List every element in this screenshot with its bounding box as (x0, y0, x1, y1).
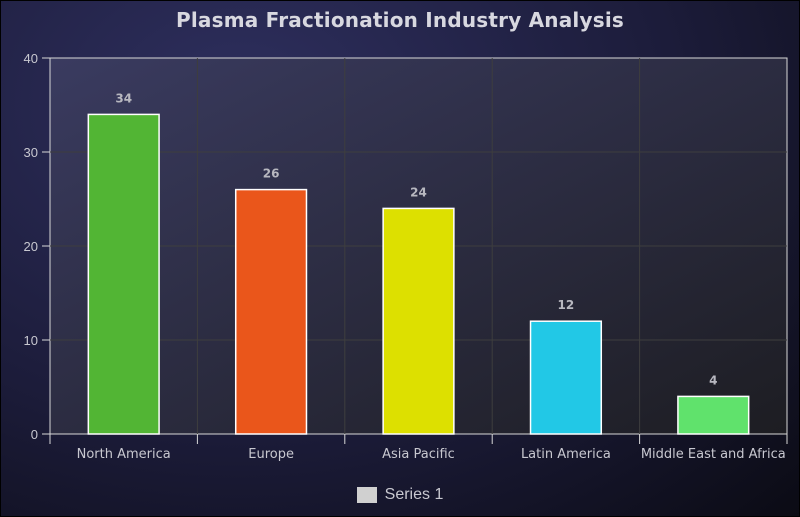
x-tick-label: Middle East and Africa (641, 447, 786, 462)
bar[interactable] (234, 188, 308, 435)
x-tick-label: Europe (248, 447, 294, 462)
bar[interactable] (529, 320, 603, 435)
axes (42, 57, 788, 444)
data-label: 4 (709, 373, 717, 387)
data-label: 26 (263, 167, 280, 181)
bar[interactable] (87, 113, 160, 435)
data-label: 34 (115, 91, 132, 105)
bar[interactable] (677, 395, 750, 435)
chart-title: Plasma Fractionation Industry Analysis (176, 8, 624, 32)
legend: Series 1 (0, 486, 800, 504)
labels: 0 10 20 30 40 34 North America 26 Europe 24 Asia P… (24, 51, 786, 462)
x-tick-label: Asia Pacific (382, 447, 455, 462)
y-tick-label: 10 (24, 333, 38, 348)
x-tick-label: North America (77, 447, 171, 462)
data-label: 24 (410, 185, 427, 199)
legend-swatch[interactable] (356, 487, 377, 503)
x-tick-label: Latin America (521, 447, 611, 462)
bar[interactable] (382, 207, 455, 435)
y-tick-label: 0 (31, 427, 38, 442)
y-tick-label: 40 (24, 51, 38, 66)
y-tick-label: 20 (24, 239, 38, 254)
data-label: 12 (558, 298, 575, 312)
legend-label[interactable]: Series 1 (384, 486, 444, 503)
bars (87, 113, 750, 435)
y-tick-label: 30 (24, 145, 38, 160)
